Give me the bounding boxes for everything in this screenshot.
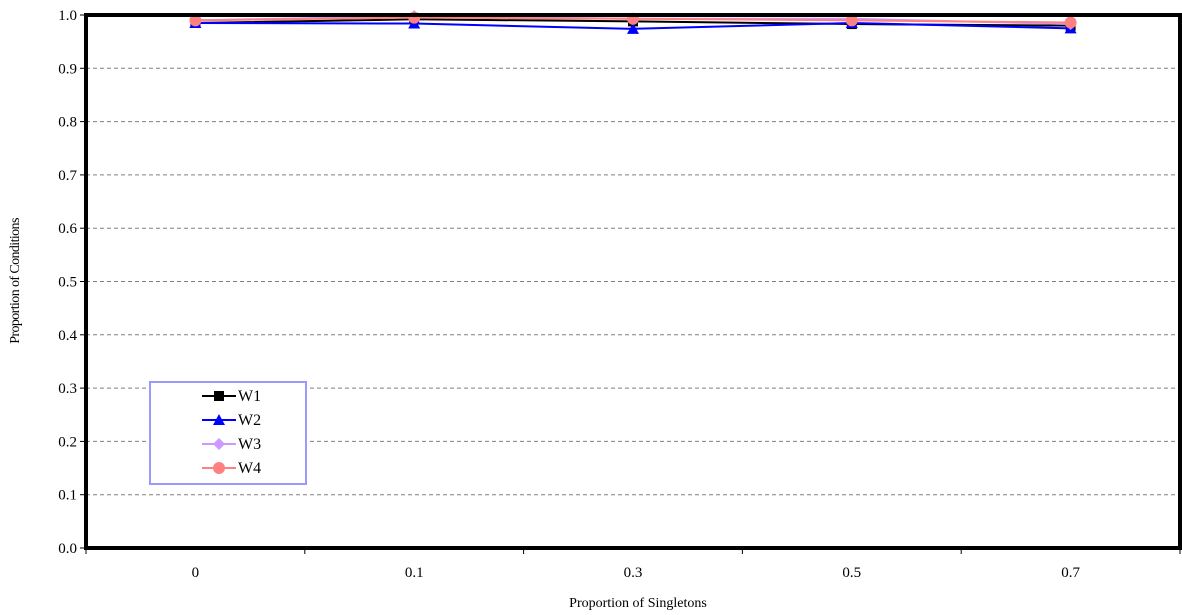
x-axis-title: Proportion of Singletons (569, 596, 707, 611)
x-tick-label: 0.3 (624, 565, 643, 581)
legend-label: W4 (238, 460, 261, 477)
data-point-w2 (627, 22, 639, 34)
data-point-w4 (189, 14, 202, 27)
x-tick-label: 0.1 (405, 565, 424, 581)
legend-marker (214, 391, 224, 401)
plot-area-frame (84, 13, 1182, 550)
legend-item: W1 (202, 388, 261, 405)
y-axis-title: Proportion of Conditions (8, 218, 23, 344)
data-point-w4 (845, 14, 858, 27)
x-tick-label: 0.5 (842, 565, 861, 581)
legend-item: W3 (202, 436, 261, 453)
y-tick-label: 0.5 (58, 275, 77, 291)
y-tick-label: 0.8 (58, 115, 77, 131)
data-point-w4 (1064, 16, 1077, 29)
legend-label: W3 (238, 436, 261, 453)
y-tick-label: 0.9 (58, 61, 77, 77)
y-axis-ticks: 0.0 0.1 0.2 0.3 0.4 0.5 0.6 0.7 0.8 0.9 1.0 (58, 8, 86, 557)
legend: W1 W2 W3 W4 (149, 381, 307, 485)
y-tick-label: 0.1 (58, 488, 77, 504)
y-tick-label: 0.6 (58, 221, 77, 237)
legend-label: W2 (238, 412, 261, 429)
y-tick-label: 0.0 (58, 541, 77, 557)
legend-item: W4 (202, 460, 261, 477)
y-tick-label: 0.2 (58, 434, 77, 450)
y-tick-label: 1.0 (58, 8, 77, 24)
legend-item: W2 (202, 412, 261, 429)
legend-marker (213, 438, 225, 450)
y-tick-label: 0.7 (58, 168, 77, 184)
legend-marker (213, 414, 225, 425)
legend-marker (213, 462, 225, 474)
x-axis-ticks: 0 0.1 0.3 0.5 0.7 (85, 548, 1181, 581)
x-tick-label: 0 (192, 565, 200, 581)
legend-label: W1 (238, 388, 261, 405)
y-tick-label: 0.3 (58, 381, 77, 397)
y-tick-label: 0.4 (58, 328, 77, 344)
x-tick-label: 0.7 (1061, 565, 1080, 581)
